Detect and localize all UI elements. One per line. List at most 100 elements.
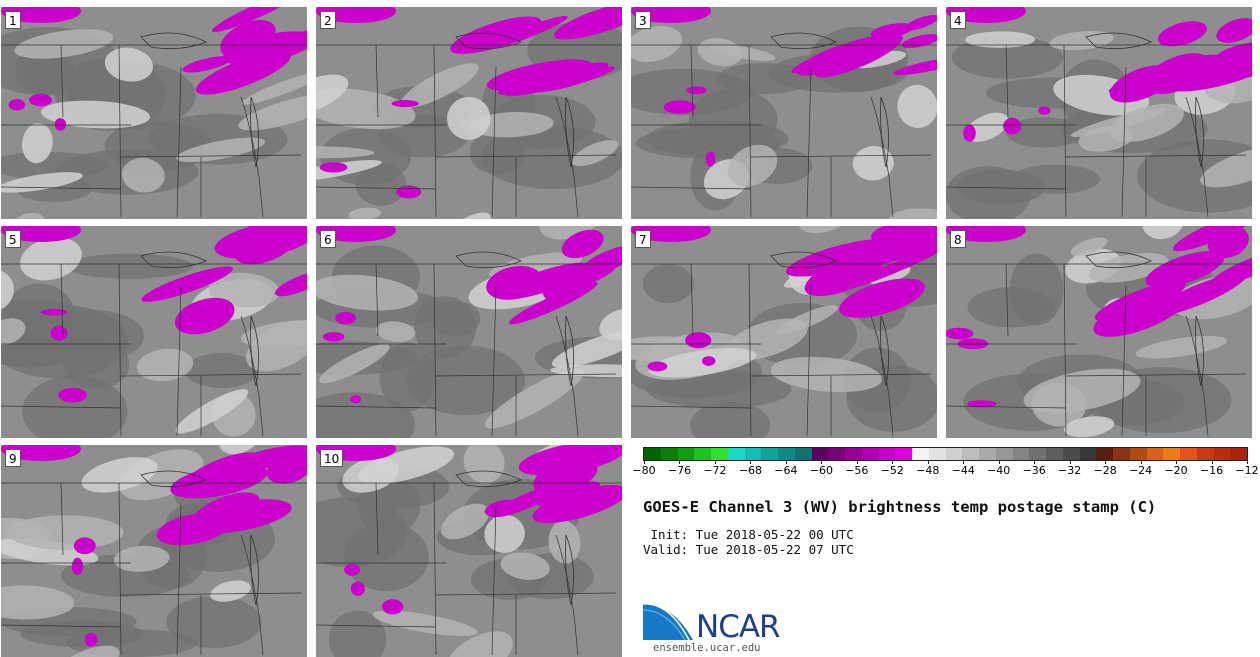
state-boundary — [118, 44, 122, 218]
moist-air-region — [400, 63, 479, 108]
member-label: 5 — [5, 230, 21, 248]
colorbar-segment — [677, 448, 695, 460]
moist-air-region — [316, 274, 419, 311]
cold-cloud-top — [170, 463, 268, 499]
lake-superior-outline — [140, 251, 207, 269]
cold-cloud-top — [901, 34, 937, 49]
cold-cloud-top — [316, 7, 396, 23]
lake-superior-outline — [455, 470, 522, 488]
cold-cloud-top — [233, 445, 307, 470]
colorbar-segment — [1046, 448, 1063, 460]
lake-michigan-outline — [880, 315, 889, 387]
state-boundary — [176, 66, 182, 218]
state-boundary — [258, 614, 264, 656]
colorbar-tick-label: −16 — [1199, 464, 1224, 477]
colorbar-tick-label: −20 — [1164, 464, 1188, 477]
colorbar-tick — [1034, 460, 1036, 464]
moist-air-region — [1108, 103, 1185, 142]
cold-cloud-top — [29, 93, 52, 107]
colorbar-segment — [811, 448, 829, 460]
cold-cloud-top — [319, 162, 348, 173]
state-boundary — [240, 96, 260, 178]
moist-air-region — [548, 520, 581, 564]
cold-cloud-top — [705, 151, 716, 167]
state-boundary — [176, 285, 182, 437]
colorbar-tick-label: −24 — [1128, 464, 1153, 477]
map-panel-3: 3 — [631, 7, 937, 219]
colorbar-tick — [927, 460, 929, 464]
cold-cloud-top — [382, 599, 404, 615]
colorbar-segment — [828, 448, 845, 460]
colorbar-segment — [928, 448, 946, 460]
colorbar-tick — [1069, 460, 1071, 464]
moist-air-region — [897, 84, 937, 129]
map-panel-5: 5 — [1, 226, 307, 438]
cold-cloud-top — [1003, 117, 1022, 135]
cold-cloud-top — [966, 400, 997, 408]
moist-air-region — [500, 552, 550, 580]
colorbar-tick-label: −52 — [880, 464, 904, 477]
member-label: 6 — [320, 230, 336, 248]
colorbar-segment — [878, 448, 896, 460]
moist-air-region — [316, 74, 349, 115]
moist-air-region — [14, 29, 114, 59]
map-panel-10: 10 — [316, 445, 622, 657]
cold-cloud-top — [870, 23, 914, 39]
moist-air-region — [241, 71, 307, 105]
moist-air-region — [770, 356, 882, 393]
lake-superior-outline — [140, 470, 207, 488]
lake-michigan-outline — [1195, 315, 1204, 387]
colorbar-segment — [1213, 448, 1231, 460]
moist-air-region — [463, 445, 505, 484]
state-boundary — [316, 186, 437, 190]
colorbar-tick-label: −44 — [951, 464, 975, 477]
cold-cloud-top — [1093, 290, 1187, 337]
colorbar-segment — [761, 448, 778, 460]
state-boundary — [690, 44, 694, 118]
colorbar-segment — [979, 448, 996, 460]
state-boundary — [870, 96, 890, 178]
map-panel-1: 1 — [1, 7, 307, 219]
colorbar-tick-label: −80 — [632, 464, 656, 477]
moist-air-region — [21, 123, 53, 164]
colorbar-tick — [785, 460, 787, 464]
colorbar-segment — [1163, 448, 1180, 460]
state-boundary — [1121, 285, 1127, 437]
cold-cloud-top — [509, 281, 598, 325]
moist-air-region — [121, 157, 165, 193]
moist-air-region — [316, 146, 375, 159]
cold-cloud-top — [54, 118, 67, 131]
dry-air-region — [690, 401, 771, 438]
colorbar-tick-label: −56 — [845, 464, 869, 477]
figure-title: GOES-E Channel 3 (WV) brightness temp po… — [643, 498, 1157, 516]
state-boundary — [1, 186, 122, 190]
state-boundary — [435, 373, 617, 377]
lake-superior-outline — [770, 251, 837, 269]
colorbar-tick-label: −76 — [667, 464, 692, 477]
cold-cloud-top — [487, 59, 594, 91]
colorbar-segment — [660, 448, 678, 460]
map-panel-6: 6 — [316, 226, 622, 438]
moist-air-region — [631, 25, 682, 63]
moist-air-region — [20, 237, 82, 281]
cold-cloud-top — [272, 27, 307, 54]
colorbar-tick — [1247, 460, 1248, 464]
cold-cloud-top — [1, 445, 81, 461]
colorbar-segment — [995, 448, 1013, 460]
wv-field-map — [946, 7, 1252, 219]
state-boundary — [240, 315, 260, 397]
cold-cloud-top — [647, 361, 668, 372]
cold-cloud-top — [8, 99, 26, 111]
colorbar-tick — [821, 460, 823, 464]
colorbar-segment — [945, 448, 963, 460]
colorbar-tick — [679, 460, 681, 464]
map-panel-9: 9 — [1, 445, 307, 657]
state-boundary — [946, 405, 1067, 409]
cold-cloud-top — [450, 16, 542, 54]
cold-cloud-top — [486, 265, 542, 300]
moist-air-region — [319, 344, 390, 384]
colorbar-segment — [711, 448, 728, 460]
state-boundary — [433, 482, 437, 656]
state-boundary — [258, 395, 264, 437]
lake-michigan-outline — [880, 96, 889, 168]
